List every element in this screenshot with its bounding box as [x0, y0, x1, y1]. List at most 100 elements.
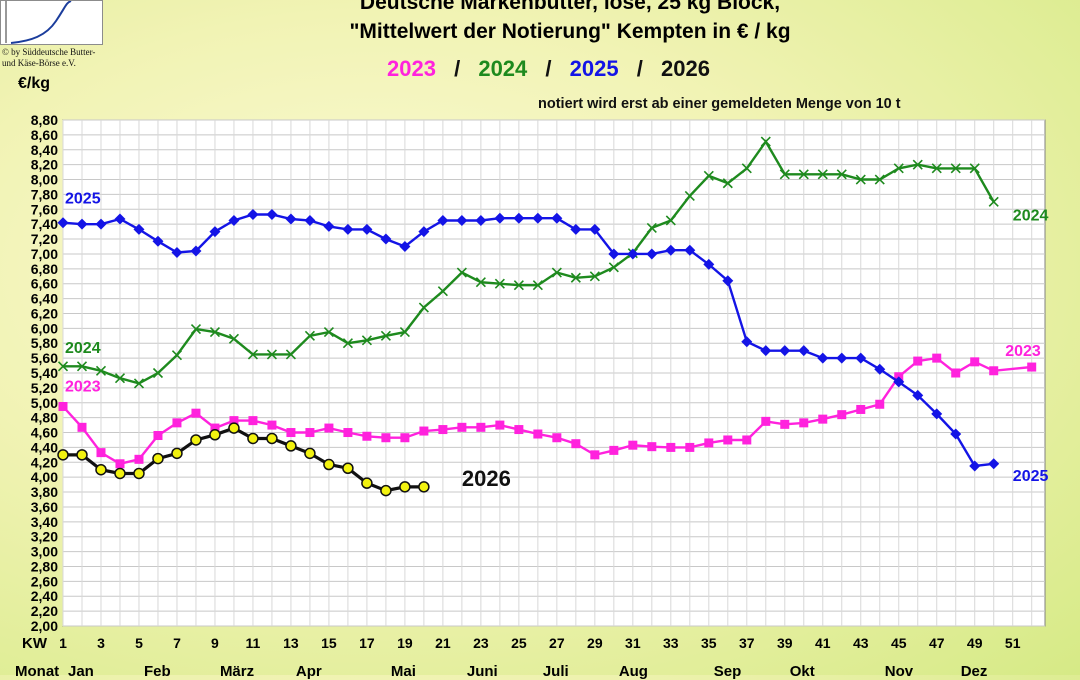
data-point-x: [760, 136, 771, 147]
month-label: Aug: [618, 663, 648, 680]
data-point-diamond: [361, 223, 373, 235]
y-tick-label: 7,20: [31, 231, 58, 247]
data-point-circle: [285, 440, 297, 452]
x-tick-label: 45: [891, 635, 907, 651]
data-point-x: [684, 190, 695, 201]
y-tick-label: 2,40: [31, 588, 58, 604]
y-tick-label: 7,00: [31, 246, 58, 262]
data-point-square: [324, 423, 334, 433]
series-label-2026: 2026: [462, 466, 511, 491]
data-point-diamond: [760, 345, 772, 357]
data-point-diamond: [779, 345, 791, 357]
data-point-x: [665, 215, 676, 226]
data-point-square: [229, 416, 239, 426]
data-point-diamond: [722, 275, 734, 287]
y-tick-label: 4,20: [31, 454, 58, 470]
data-point-diamond: [342, 223, 354, 235]
data-point-square: [419, 426, 429, 436]
data-point-square: [1027, 362, 1037, 372]
y-axis-unit: €/kg: [18, 75, 51, 92]
data-point-x: [513, 280, 524, 291]
x-tick-label: 17: [359, 635, 375, 651]
data-point-diamond: [950, 428, 962, 440]
data-point-square: [305, 428, 315, 438]
data-point-x: [342, 338, 353, 349]
logo-curve-icon: [5, 0, 72, 44]
logo: [0, 0, 103, 45]
data-point-square: [115, 459, 125, 469]
data-point-diamond: [988, 458, 1000, 470]
data-point-diamond: [646, 248, 658, 260]
data-point-x: [95, 365, 107, 376]
chart-title-line1: Deutsche Markenbutter, lose, 25 kg Block…: [359, 0, 781, 14]
data-point-square: [704, 438, 714, 448]
data-point-circle: [228, 422, 240, 434]
data-point-circle: [399, 481, 411, 493]
data-point-square: [134, 454, 144, 464]
data-point-square: [970, 357, 980, 367]
series-label-2023: 2023: [65, 379, 101, 396]
x-tick-label: 21: [435, 635, 451, 651]
data-point-x: [608, 262, 619, 273]
data-point-x: [532, 280, 543, 291]
data-point-x: [171, 350, 183, 361]
data-point-x: [323, 327, 334, 338]
x-tick-label: 51: [1005, 635, 1021, 651]
data-point-circle: [171, 447, 183, 460]
y-tick-label: 8,60: [31, 127, 58, 143]
data-point-diamond: [684, 244, 696, 256]
month-label: März: [219, 663, 255, 680]
data-point-circle: [76, 449, 88, 461]
data-point-diamond: [171, 246, 183, 258]
y-tick-label: 8,00: [31, 172, 58, 188]
data-point-square: [248, 416, 258, 426]
data-point-square: [533, 429, 543, 439]
data-point-diamond: [228, 214, 240, 226]
x-tick-label: 13: [283, 635, 299, 651]
x-tick-label: 3: [97, 635, 105, 651]
data-point-square: [362, 431, 372, 441]
data-point-diamond: [912, 389, 924, 401]
data-point-x: [779, 169, 790, 180]
data-point-x: [76, 361, 88, 372]
data-point-diamond: [76, 218, 88, 230]
data-point-circle: [361, 477, 373, 489]
x-tick-label: 27: [549, 635, 565, 651]
data-point-x: [418, 302, 429, 313]
data-point-diamond: [95, 218, 107, 230]
y-tick-label: 5,60: [31, 350, 58, 366]
data-point-x: [304, 330, 315, 341]
month-label: Nov: [884, 663, 914, 680]
data-point-x: [437, 286, 448, 297]
logo-caption-line2: und Käse-Börse e.V.: [2, 58, 76, 68]
data-point-diamond: [665, 244, 677, 256]
data-point-square: [172, 418, 182, 428]
month-label: Mai: [390, 663, 416, 680]
data-point-diamond: [57, 217, 69, 229]
series-label-2024: 2024: [1013, 207, 1049, 224]
data-point-square: [286, 428, 296, 438]
data-point-square: [590, 450, 600, 460]
x-tick-label: 11: [246, 635, 261, 651]
data-point-square: [77, 422, 87, 432]
y-tick-label: 3,00: [31, 544, 58, 560]
y-tick-label: 8,80: [31, 112, 58, 128]
data-point-x: [190, 324, 202, 335]
data-point-diamond: [418, 226, 430, 238]
y-tick-label: 6,80: [31, 261, 58, 277]
data-point-x: [931, 163, 942, 174]
logo-caption-line1: © by Süddeutsche Butter-: [2, 47, 96, 57]
data-point-x: [741, 163, 752, 174]
series-line-2024: [63, 139, 995, 385]
data-point-x: [836, 169, 847, 180]
x-tick-label: 1: [59, 635, 67, 651]
data-point-square: [837, 410, 847, 420]
data-point-x: [969, 163, 980, 174]
data-point-square: [856, 404, 866, 414]
data-point-diamond: [494, 212, 506, 224]
data-point-diamond: [817, 352, 829, 364]
data-point-square: [495, 420, 505, 430]
x-tick-label: 37: [739, 635, 755, 651]
data-point-diamond: [323, 220, 335, 232]
data-point-x: [456, 267, 467, 278]
